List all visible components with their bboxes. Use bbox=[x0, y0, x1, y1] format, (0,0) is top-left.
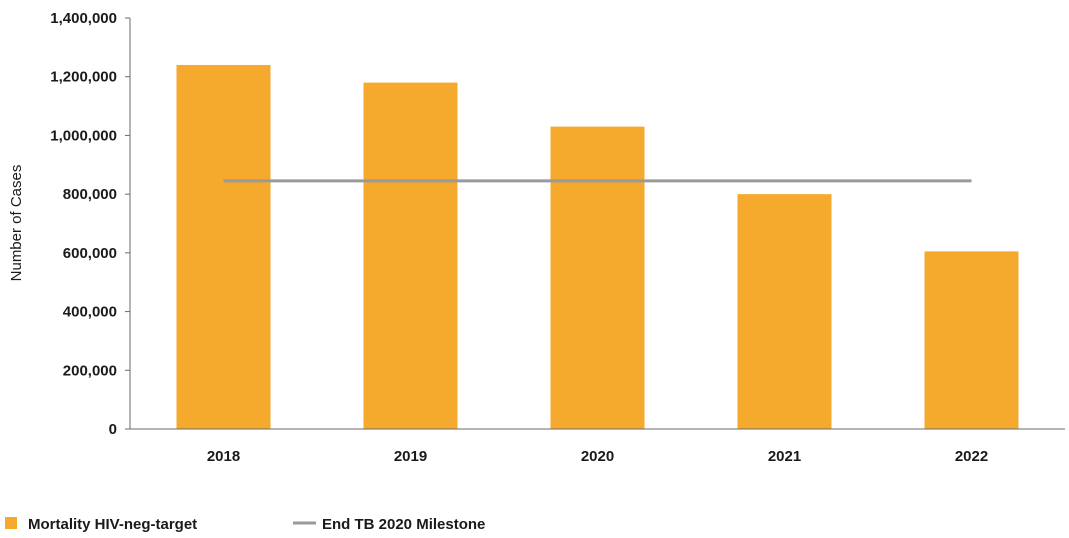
legend-label-line: End TB 2020 Milestone bbox=[322, 516, 485, 533]
y-tick-label: 400,000 bbox=[63, 304, 117, 321]
y-axis-title: Number of Cases bbox=[8, 165, 25, 282]
legend-label-bars: Mortality HIV-neg-target bbox=[28, 516, 197, 533]
x-tick-label-2020: 2020 bbox=[581, 448, 614, 465]
y-tick-label: 600,000 bbox=[63, 245, 117, 262]
y-tick-label: 800,000 bbox=[63, 186, 117, 203]
x-tick-label-2018: 2018 bbox=[207, 448, 240, 465]
x-tick-labels: 2018 2019 2020 2021 2022 bbox=[207, 448, 988, 465]
legend: Mortality HIV-neg-target End TB 2020 Mil… bbox=[5, 516, 485, 533]
bar-2021 bbox=[737, 194, 832, 429]
y-tick-label: 0 bbox=[109, 421, 117, 438]
y-tick-label: 200,000 bbox=[63, 362, 117, 379]
axes-group bbox=[129, 18, 1065, 430]
legend-swatch-bars bbox=[5, 517, 17, 529]
bar-2019 bbox=[363, 82, 458, 429]
y-tick-label: 1,400,000 bbox=[50, 10, 117, 27]
x-tick-label-2021: 2021 bbox=[768, 448, 801, 465]
y-tick-label: 1,000,000 bbox=[50, 127, 117, 144]
y-tick-labels: 0 200,000 400,000 600,000 800,000 1,000,000 1,… bbox=[50, 10, 130, 438]
bars-group bbox=[176, 64, 1019, 429]
y-tick-label: 1,200,000 bbox=[50, 69, 117, 86]
x-tick-label-2019: 2019 bbox=[394, 448, 427, 465]
bar-2020 bbox=[550, 126, 645, 429]
x-tick-label-2022: 2022 bbox=[955, 448, 988, 465]
bar-2018 bbox=[176, 64, 271, 429]
bar-2022 bbox=[924, 251, 1019, 429]
